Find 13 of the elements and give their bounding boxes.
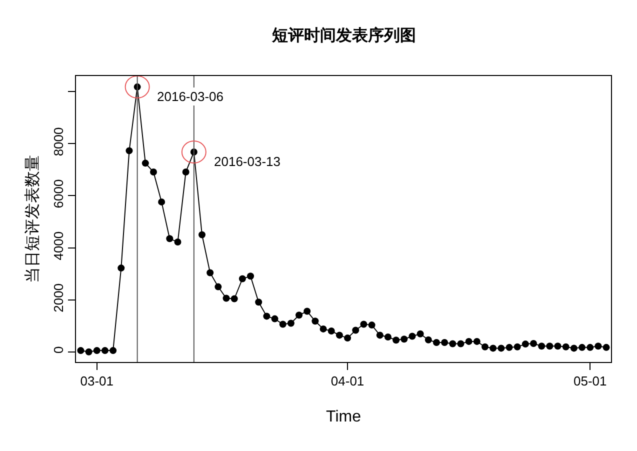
y-tick-label: 6000 — [50, 179, 66, 208]
y-tick-label: 2000 — [50, 283, 66, 312]
annotation: 2016-03-13 — [214, 154, 280, 169]
y-tick-label: 4000 — [50, 231, 66, 260]
y-tick-label: 0 — [50, 346, 66, 354]
x-tick-label: 03-01 — [80, 374, 114, 389]
x-tick-label: 05-01 — [573, 374, 607, 389]
y-tick-label: 8000 — [50, 127, 66, 156]
y-axis-title: 当日短评发表数量 — [24, 155, 42, 283]
chart-title: 短评时间发表序列图 — [270, 26, 416, 45]
x-axis-title: Time — [326, 408, 362, 426]
x-tick-label: 04-01 — [330, 374, 364, 389]
annotation: 2016-03-06 — [157, 89, 224, 104]
